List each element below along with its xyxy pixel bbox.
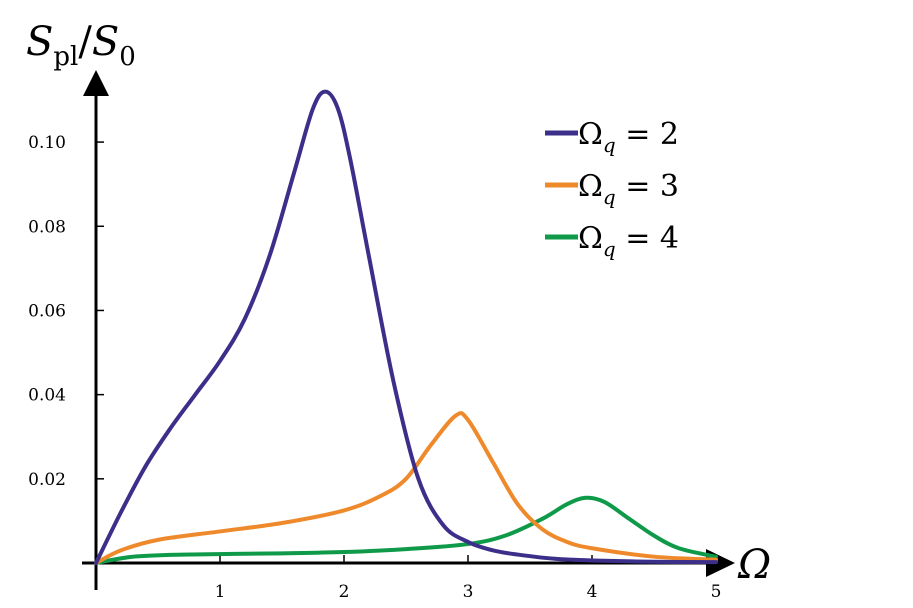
y-tick-label: 0.10 — [28, 133, 66, 153]
x-tick-label: 1 — [215, 582, 226, 602]
y-title-main2: S — [92, 19, 119, 65]
legend-label: Ωq = 3 — [578, 169, 679, 209]
x-tick-label: 3 — [463, 582, 474, 602]
y-title-sub2: 0 — [119, 42, 136, 72]
x-tick-label: 2 — [339, 582, 350, 602]
legend-item: Ωq = 4 — [545, 221, 679, 261]
y-axis-title: Spl/S0 — [26, 19, 136, 72]
series-layer — [94, 89, 718, 565]
y-title-sub: pl — [53, 42, 78, 72]
legend-label: Ωq = 2 — [578, 117, 679, 157]
x-axis-title: Ω — [737, 542, 771, 588]
svg-text:Spl/S0: Spl/S0 — [26, 19, 136, 72]
y-title-sep: / — [78, 19, 92, 65]
series-line-omega-q-3 — [94, 411, 718, 565]
legend-item: Ωq = 3 — [545, 169, 679, 209]
y-title-main: S — [26, 19, 53, 65]
x-tick-label: 5 — [711, 582, 722, 602]
series-line-omega-q-4 — [94, 495, 718, 565]
legend-item: Ωq = 2 — [545, 117, 679, 157]
legend-label: Ωq = 4 — [578, 221, 679, 261]
legend: Ωq = 2 Ωq = 3 Ωq = 4 — [545, 117, 679, 261]
x-tick-label: 4 — [587, 582, 598, 602]
y-axis-arrow — [83, 70, 109, 96]
y-tick-label: 0.08 — [28, 217, 66, 237]
y-tick-label: 0.04 — [28, 386, 66, 406]
ticks: 1 2 3 4 5 0.02 0.04 0.06 0.08 0.10 — [28, 133, 721, 602]
series-line-omega-q-2 — [94, 89, 718, 565]
y-tick-label: 0.06 — [28, 301, 66, 321]
y-tick-label: 0.02 — [28, 470, 66, 490]
